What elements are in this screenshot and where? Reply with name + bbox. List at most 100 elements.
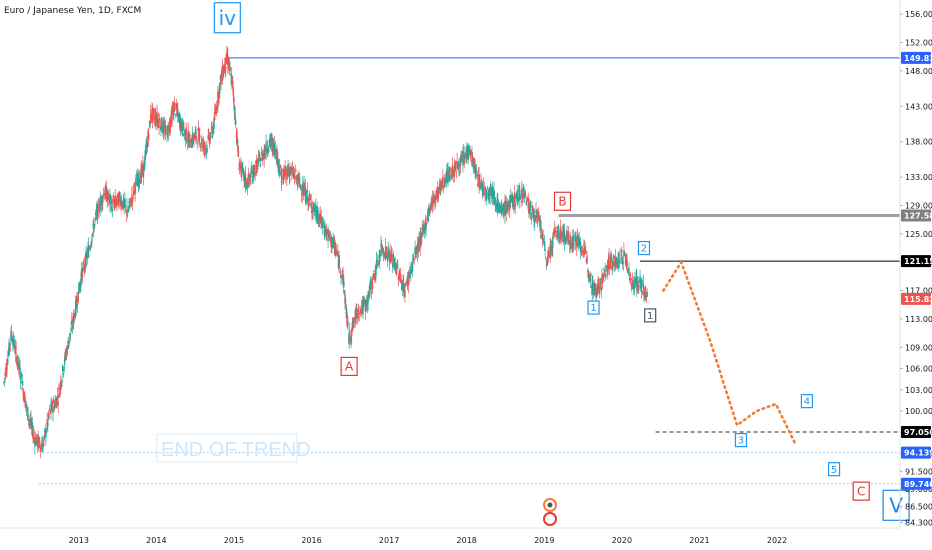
candle-body <box>249 180 252 185</box>
candle-body <box>175 114 177 116</box>
price-tag-bg <box>901 292 931 305</box>
wave-label-box <box>882 489 910 521</box>
tradingview-logo-icon <box>543 498 557 526</box>
candle-body <box>70 327 72 332</box>
candle-body <box>532 206 534 212</box>
y-tick-label: 86.500 <box>905 503 932 512</box>
candle-body <box>502 203 504 211</box>
watermark-text: END OF TREND <box>161 439 311 461</box>
candle-body <box>133 183 136 188</box>
candle-body <box>130 204 132 207</box>
candle-body <box>278 165 281 175</box>
candle-body <box>127 209 130 212</box>
candle-body <box>540 226 542 233</box>
wave-label-box <box>340 356 358 377</box>
candle-body <box>32 432 35 437</box>
candle-body <box>193 138 195 142</box>
candle-body <box>58 387 60 390</box>
wave-label-box <box>213 2 241 34</box>
candle-body <box>596 285 599 295</box>
candle-body <box>521 189 523 196</box>
candle-body <box>630 279 632 281</box>
candle-body <box>533 208 535 223</box>
candle-body <box>318 213 320 222</box>
candle-body <box>195 137 198 139</box>
candle-body <box>254 172 256 176</box>
candle-body <box>371 278 373 288</box>
candle-body <box>409 267 411 274</box>
candle-body <box>524 193 526 195</box>
candle-body <box>234 106 236 116</box>
candle-body <box>345 308 348 313</box>
candle-body <box>149 121 151 129</box>
candle-body <box>57 402 59 405</box>
candle-body <box>215 106 218 114</box>
candle-body <box>255 159 258 174</box>
candle-body <box>609 259 612 269</box>
candle-body <box>257 157 260 163</box>
candle-body <box>473 158 475 163</box>
candle-body <box>592 279 594 295</box>
candle-body <box>643 289 645 297</box>
candle-body <box>383 253 386 258</box>
candle-body <box>109 195 112 200</box>
y-tick-label: 129.000 <box>905 202 932 211</box>
y-tick-label: 106.000 <box>905 365 932 374</box>
candle-body <box>431 198 434 206</box>
candle-body <box>245 178 247 187</box>
candle-body <box>113 198 115 205</box>
wave-label: A <box>340 356 358 377</box>
candle-body <box>295 169 297 173</box>
candle-body <box>484 187 487 194</box>
candle-body <box>250 168 252 175</box>
candle-body <box>515 195 517 199</box>
candle-body <box>10 331 13 335</box>
candle-body <box>182 133 184 137</box>
candle-body <box>434 197 436 204</box>
candle-body <box>218 89 220 98</box>
candle-body <box>13 339 15 346</box>
candle-body <box>406 275 409 287</box>
candle-body <box>471 156 474 164</box>
candle-body <box>175 104 178 110</box>
candle-body <box>516 190 518 199</box>
price-tag-value: 127.588 <box>904 212 932 221</box>
candle-body <box>186 140 189 142</box>
candle-body <box>479 185 482 189</box>
candle-body <box>514 203 517 207</box>
candle-body <box>190 144 193 148</box>
candle-body <box>256 161 258 163</box>
candle-body <box>6 367 8 370</box>
candle-body <box>229 69 232 71</box>
candle-body <box>599 278 602 280</box>
candle-body <box>539 218 541 227</box>
candle-body <box>592 294 595 295</box>
candle-body <box>21 381 24 386</box>
candle-body <box>131 194 133 199</box>
wave-label: B <box>553 191 572 211</box>
candle-body <box>102 199 104 203</box>
candle-body <box>405 281 408 284</box>
candle-body <box>240 164 243 178</box>
candle-body <box>508 200 511 212</box>
candle-body <box>230 73 233 76</box>
candle-body <box>330 236 332 246</box>
candle-body <box>546 261 548 267</box>
candle-body <box>341 274 343 277</box>
candle-body <box>16 355 18 365</box>
candle-body <box>132 187 134 189</box>
wave-label-box <box>587 300 600 315</box>
logo-ring-bottom <box>543 512 557 526</box>
y-tick-label: 138.000 <box>905 138 932 147</box>
y-tick-label: 143.000 <box>905 102 932 111</box>
candle-body <box>555 227 557 229</box>
candle-body <box>351 328 353 337</box>
candle-body <box>605 276 607 277</box>
candle-body <box>155 113 157 124</box>
candle-body <box>530 214 533 220</box>
candle-body <box>457 162 459 169</box>
candle-body <box>320 216 323 227</box>
candle-body <box>501 205 503 216</box>
candle-body <box>14 346 17 355</box>
candle-body <box>623 252 626 254</box>
